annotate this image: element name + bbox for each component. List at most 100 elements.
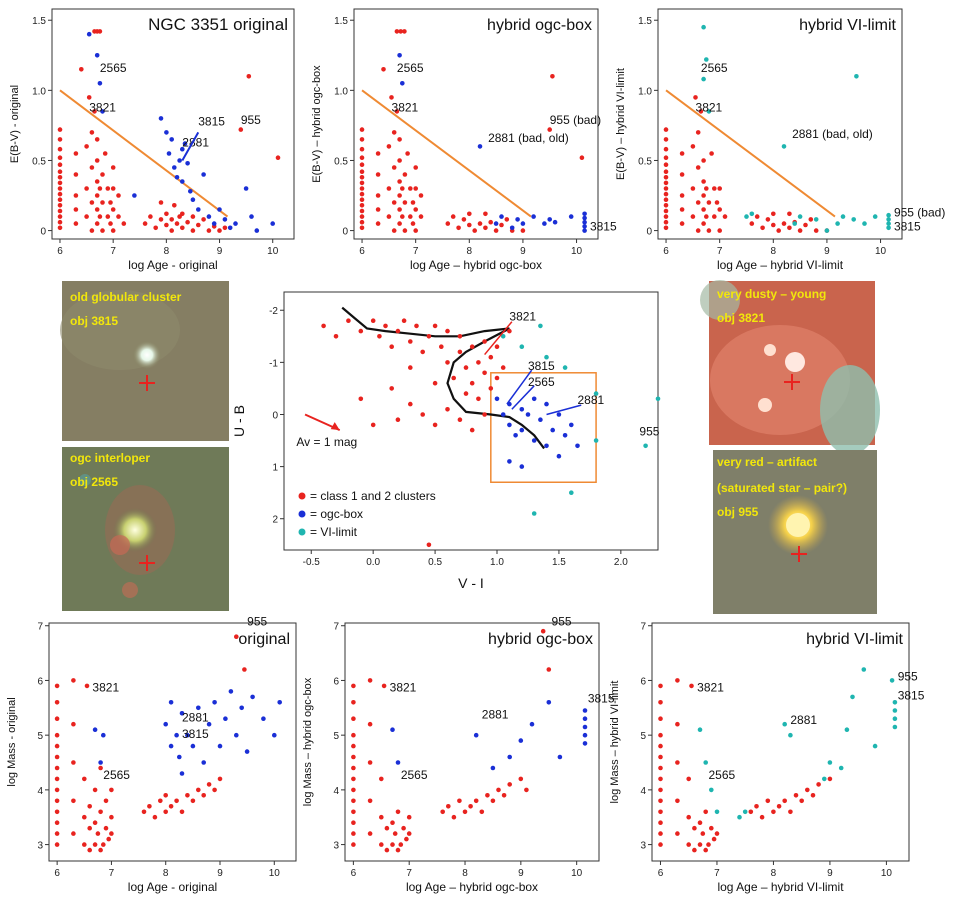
data-point xyxy=(398,29,404,34)
data-point xyxy=(211,221,217,226)
data-point xyxy=(94,53,100,58)
x-axis-label: log Age – hybrid ogc-box xyxy=(406,880,538,894)
data-point xyxy=(185,793,190,798)
data-point xyxy=(370,318,376,324)
data-point xyxy=(479,809,485,815)
data-point xyxy=(759,814,765,820)
data-point xyxy=(98,760,103,765)
data-point xyxy=(190,743,196,749)
data-point xyxy=(709,825,714,831)
data-point xyxy=(54,700,60,705)
data-point xyxy=(658,700,663,705)
data-point xyxy=(413,165,419,170)
data-point xyxy=(476,396,481,402)
data-point xyxy=(57,197,63,202)
data-point xyxy=(701,24,706,30)
data-point xyxy=(519,407,525,412)
data-point xyxy=(190,798,196,804)
data-point xyxy=(485,793,490,798)
data-point xyxy=(228,689,234,694)
data-point xyxy=(397,207,402,212)
data-point xyxy=(190,214,196,219)
data-point xyxy=(87,804,92,809)
data-point xyxy=(781,144,787,149)
data-point xyxy=(54,831,60,836)
annotation-label: 2565 xyxy=(528,375,555,389)
data-point xyxy=(754,804,759,809)
data-point xyxy=(391,200,397,205)
data-point xyxy=(507,422,512,428)
data-point xyxy=(370,422,376,428)
data-point xyxy=(544,443,549,449)
data-point xyxy=(73,172,79,177)
data-point xyxy=(690,214,696,219)
data-point xyxy=(381,683,387,689)
y-tick-label: 6 xyxy=(37,676,43,687)
data-point xyxy=(174,221,180,226)
data-point xyxy=(494,396,500,402)
x-tick-label: 9 xyxy=(217,246,223,257)
data-point xyxy=(246,74,252,79)
data-point xyxy=(100,172,105,177)
data-point xyxy=(395,760,401,765)
data-point xyxy=(844,727,850,732)
data-point xyxy=(351,809,356,815)
data-point xyxy=(593,438,599,443)
data-point xyxy=(851,217,856,222)
data-point xyxy=(717,186,722,191)
data-point xyxy=(748,809,754,815)
data-point xyxy=(391,130,397,135)
data-point xyxy=(569,490,574,496)
data-point xyxy=(254,228,260,233)
data-point xyxy=(395,328,401,334)
data-point xyxy=(483,225,488,231)
data-point xyxy=(180,225,185,231)
data-point xyxy=(765,798,771,804)
data-point xyxy=(82,842,87,847)
data-point xyxy=(546,700,552,705)
data-point xyxy=(658,831,663,836)
data-point xyxy=(531,511,537,516)
data-point xyxy=(386,144,392,149)
data-point xyxy=(803,222,808,228)
data-point xyxy=(92,787,98,793)
data-point xyxy=(185,732,190,738)
data-point xyxy=(206,228,212,233)
data-point xyxy=(89,200,95,205)
data-point xyxy=(440,809,446,815)
data-point xyxy=(450,214,456,219)
data-point xyxy=(392,831,398,836)
cutout-id: obj 3815 xyxy=(70,314,118,328)
data-point xyxy=(408,214,413,219)
data-point xyxy=(381,67,386,72)
data-point xyxy=(277,700,283,705)
data-point xyxy=(84,186,89,191)
data-point xyxy=(94,193,100,198)
data-point xyxy=(805,787,810,793)
data-point xyxy=(389,95,394,100)
data-point xyxy=(270,221,276,226)
legend-marker xyxy=(298,492,306,500)
data-point xyxy=(98,809,103,815)
x-axis-label: log Age – hybrid VI-limit xyxy=(717,880,844,894)
data-point xyxy=(54,798,60,804)
annotation-label: 2565 xyxy=(103,768,130,782)
data-point xyxy=(132,193,137,198)
data-point xyxy=(703,809,708,815)
data-point xyxy=(457,798,462,804)
data-point xyxy=(569,422,574,428)
data-point xyxy=(504,217,510,222)
data-point xyxy=(771,211,776,217)
data-point xyxy=(835,221,840,226)
data-point xyxy=(529,721,535,727)
data-point xyxy=(196,705,201,711)
data-point xyxy=(776,804,782,809)
data-point xyxy=(872,743,878,749)
data-point xyxy=(401,318,407,324)
data-point xyxy=(482,370,487,376)
data-point xyxy=(663,169,669,174)
data-point xyxy=(375,193,381,198)
data-point xyxy=(701,207,706,212)
data-point xyxy=(351,798,356,804)
data-point xyxy=(367,721,373,727)
